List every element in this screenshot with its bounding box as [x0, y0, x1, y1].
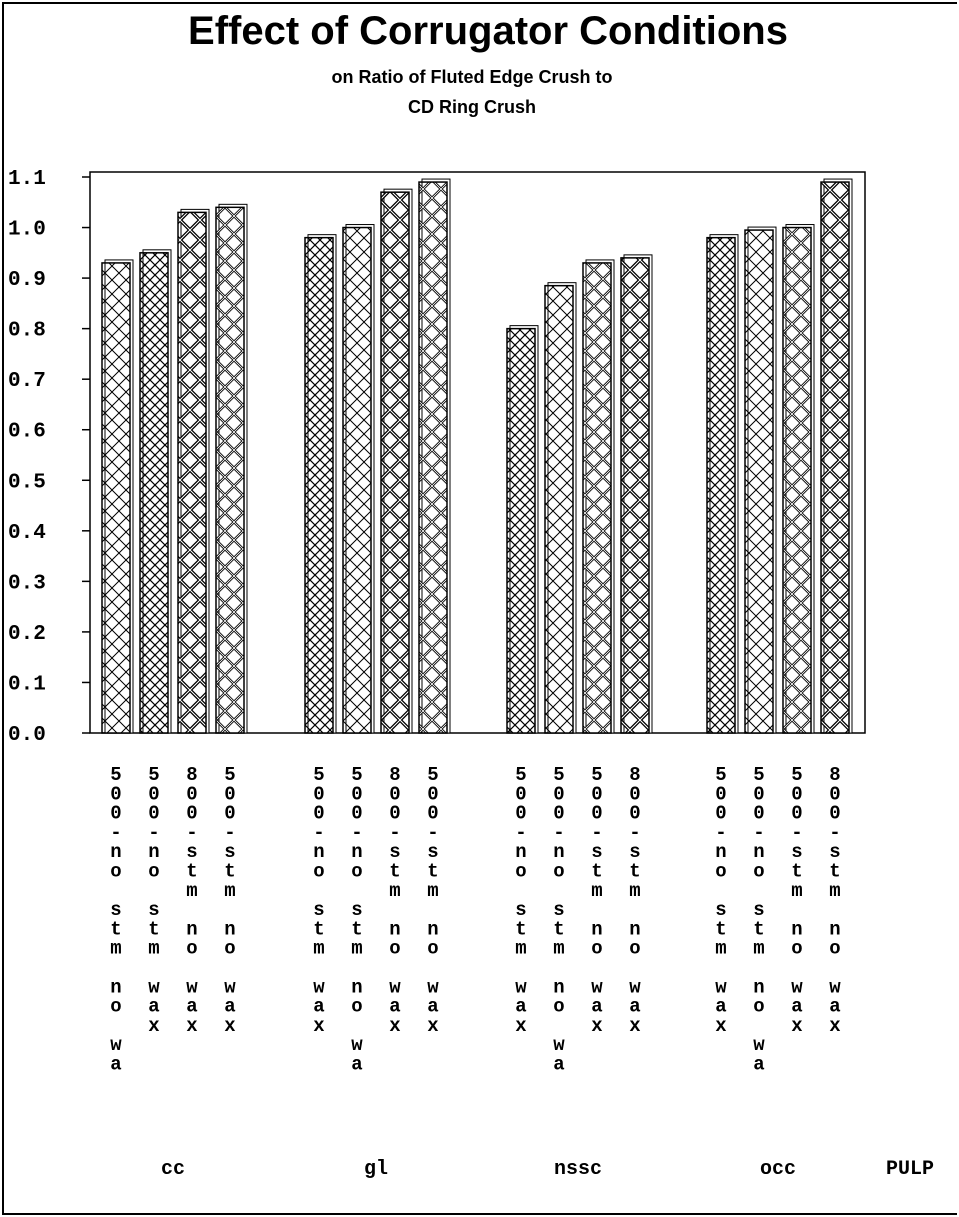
bar-cc-4 [215, 206, 245, 734]
bar-gl-1 [304, 236, 334, 734]
group-label-occ: occ [760, 1158, 796, 1181]
bar-occ-4 [820, 181, 850, 734]
y-tick-label: 0.6 [8, 421, 46, 444]
plot-area [89, 171, 866, 734]
bars-layer [101, 178, 853, 734]
y-tick-label: 0.0 [8, 724, 46, 747]
y-tick-label: 0.3 [8, 572, 46, 595]
x-axis-title: PULP [886, 1158, 934, 1181]
bar-cc-1 [101, 262, 131, 734]
group-label-nssc: nssc [554, 1158, 602, 1181]
y-tick-label: 0.8 [8, 320, 46, 343]
y-tick-label: 0.2 [8, 623, 46, 646]
bar-occ-1 [706, 236, 736, 734]
group-labels-layer: cc gl nssc occ [161, 1158, 796, 1181]
bar-gl-2 [342, 226, 372, 734]
chart-subtitle-line2: CD Ring Crush [408, 97, 536, 117]
bar-gl-3 [380, 191, 410, 734]
y-tick-label: 0.4 [8, 522, 46, 545]
chart-title: Effect of Corrugator Conditions [188, 9, 788, 53]
y-tick-label: 0.7 [8, 370, 46, 393]
bar-cc-2 [139, 252, 169, 734]
y-tick-label: 0.9 [8, 269, 46, 292]
bar-occ-2 [744, 229, 774, 734]
bar-occ-3 [782, 226, 812, 734]
bar-cc-3 [177, 211, 207, 734]
bar-gl-4 [418, 181, 448, 734]
y-axis: 0.0 0.1 0.2 0.3 0.4 0.5 0.6 0.7 0.8 0.9 1.0 1.1 [8, 168, 90, 747]
bar-nssc-1 [506, 327, 536, 734]
y-tick-label: 0.5 [8, 471, 46, 494]
group-label-gl: gl [364, 1158, 388, 1181]
bar-nssc-2 [544, 284, 574, 734]
bar-nssc-3 [582, 262, 612, 734]
group-label-cc: cc [161, 1158, 185, 1181]
y-tick-label: 1.0 [8, 219, 46, 242]
y-tick-label: 1.1 [8, 168, 46, 191]
bar-nssc-4 [620, 257, 650, 734]
chart-subtitle-line1: on Ratio of Fluted Edge Crush to [332, 67, 613, 87]
y-tick-label: 0.1 [8, 673, 46, 696]
